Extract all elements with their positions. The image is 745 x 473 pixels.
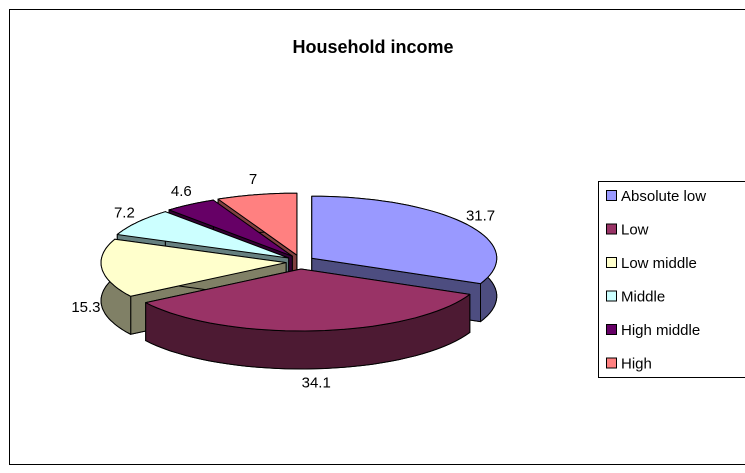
legend-label: Middle	[621, 288, 665, 305]
pie: 31.7 34.1 15.3 7.2 4.6 7	[71, 171, 498, 392]
slice-top	[100, 238, 287, 297]
data-label: 34.1	[302, 375, 331, 392]
legend-items: Absolute low Low Low middle Middle High midd…	[606, 188, 706, 372]
legend-label: Absolute low	[621, 188, 706, 205]
data-label: 4.6	[171, 183, 192, 200]
slice-top	[217, 192, 298, 256]
chart-title: Household income	[292, 37, 453, 57]
legend-label: High	[621, 355, 652, 372]
legend-swatch	[606, 357, 617, 369]
slice-top	[145, 268, 471, 332]
slice-top	[168, 199, 293, 257]
legend-swatch	[606, 324, 617, 335]
legend	[598, 181, 745, 378]
legend-swatch	[606, 223, 617, 235]
slice-top	[116, 211, 290, 259]
slice-top	[311, 195, 498, 285]
data-label: 15.3	[71, 299, 100, 316]
data-label: 31.7	[466, 207, 495, 224]
legend-label: Low	[621, 221, 649, 238]
legend-swatch	[606, 190, 617, 201]
legend-swatch	[606, 257, 617, 268]
legend-swatch	[606, 290, 617, 302]
legend-label: High middle	[621, 322, 700, 339]
data-label: 7	[249, 171, 257, 188]
data-label: 7.2	[114, 205, 135, 222]
legend-label: Low middle	[621, 255, 697, 272]
